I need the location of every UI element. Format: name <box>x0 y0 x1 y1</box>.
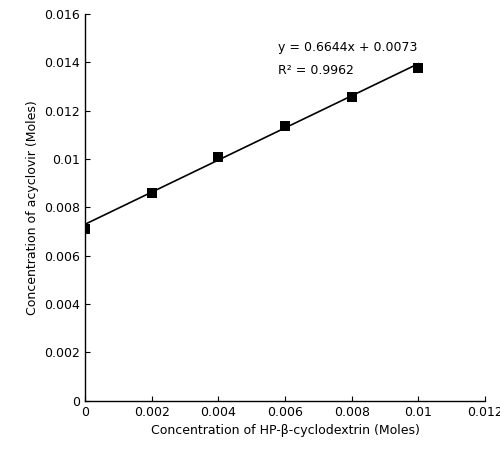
Text: y = 0.6644x + 0.0073: y = 0.6644x + 0.0073 <box>278 41 417 54</box>
Point <box>414 65 422 72</box>
Point <box>81 226 89 233</box>
Point <box>148 189 156 197</box>
Text: R² = 0.9962: R² = 0.9962 <box>278 64 354 77</box>
Point <box>348 94 356 101</box>
Point <box>281 123 289 130</box>
X-axis label: Concentration of HP-β-cyclodextrin (Moles): Concentration of HP-β-cyclodextrin (Mole… <box>150 424 420 437</box>
Point <box>214 153 222 160</box>
Y-axis label: Concentration of acyclovir (Moles): Concentration of acyclovir (Moles) <box>26 100 38 315</box>
